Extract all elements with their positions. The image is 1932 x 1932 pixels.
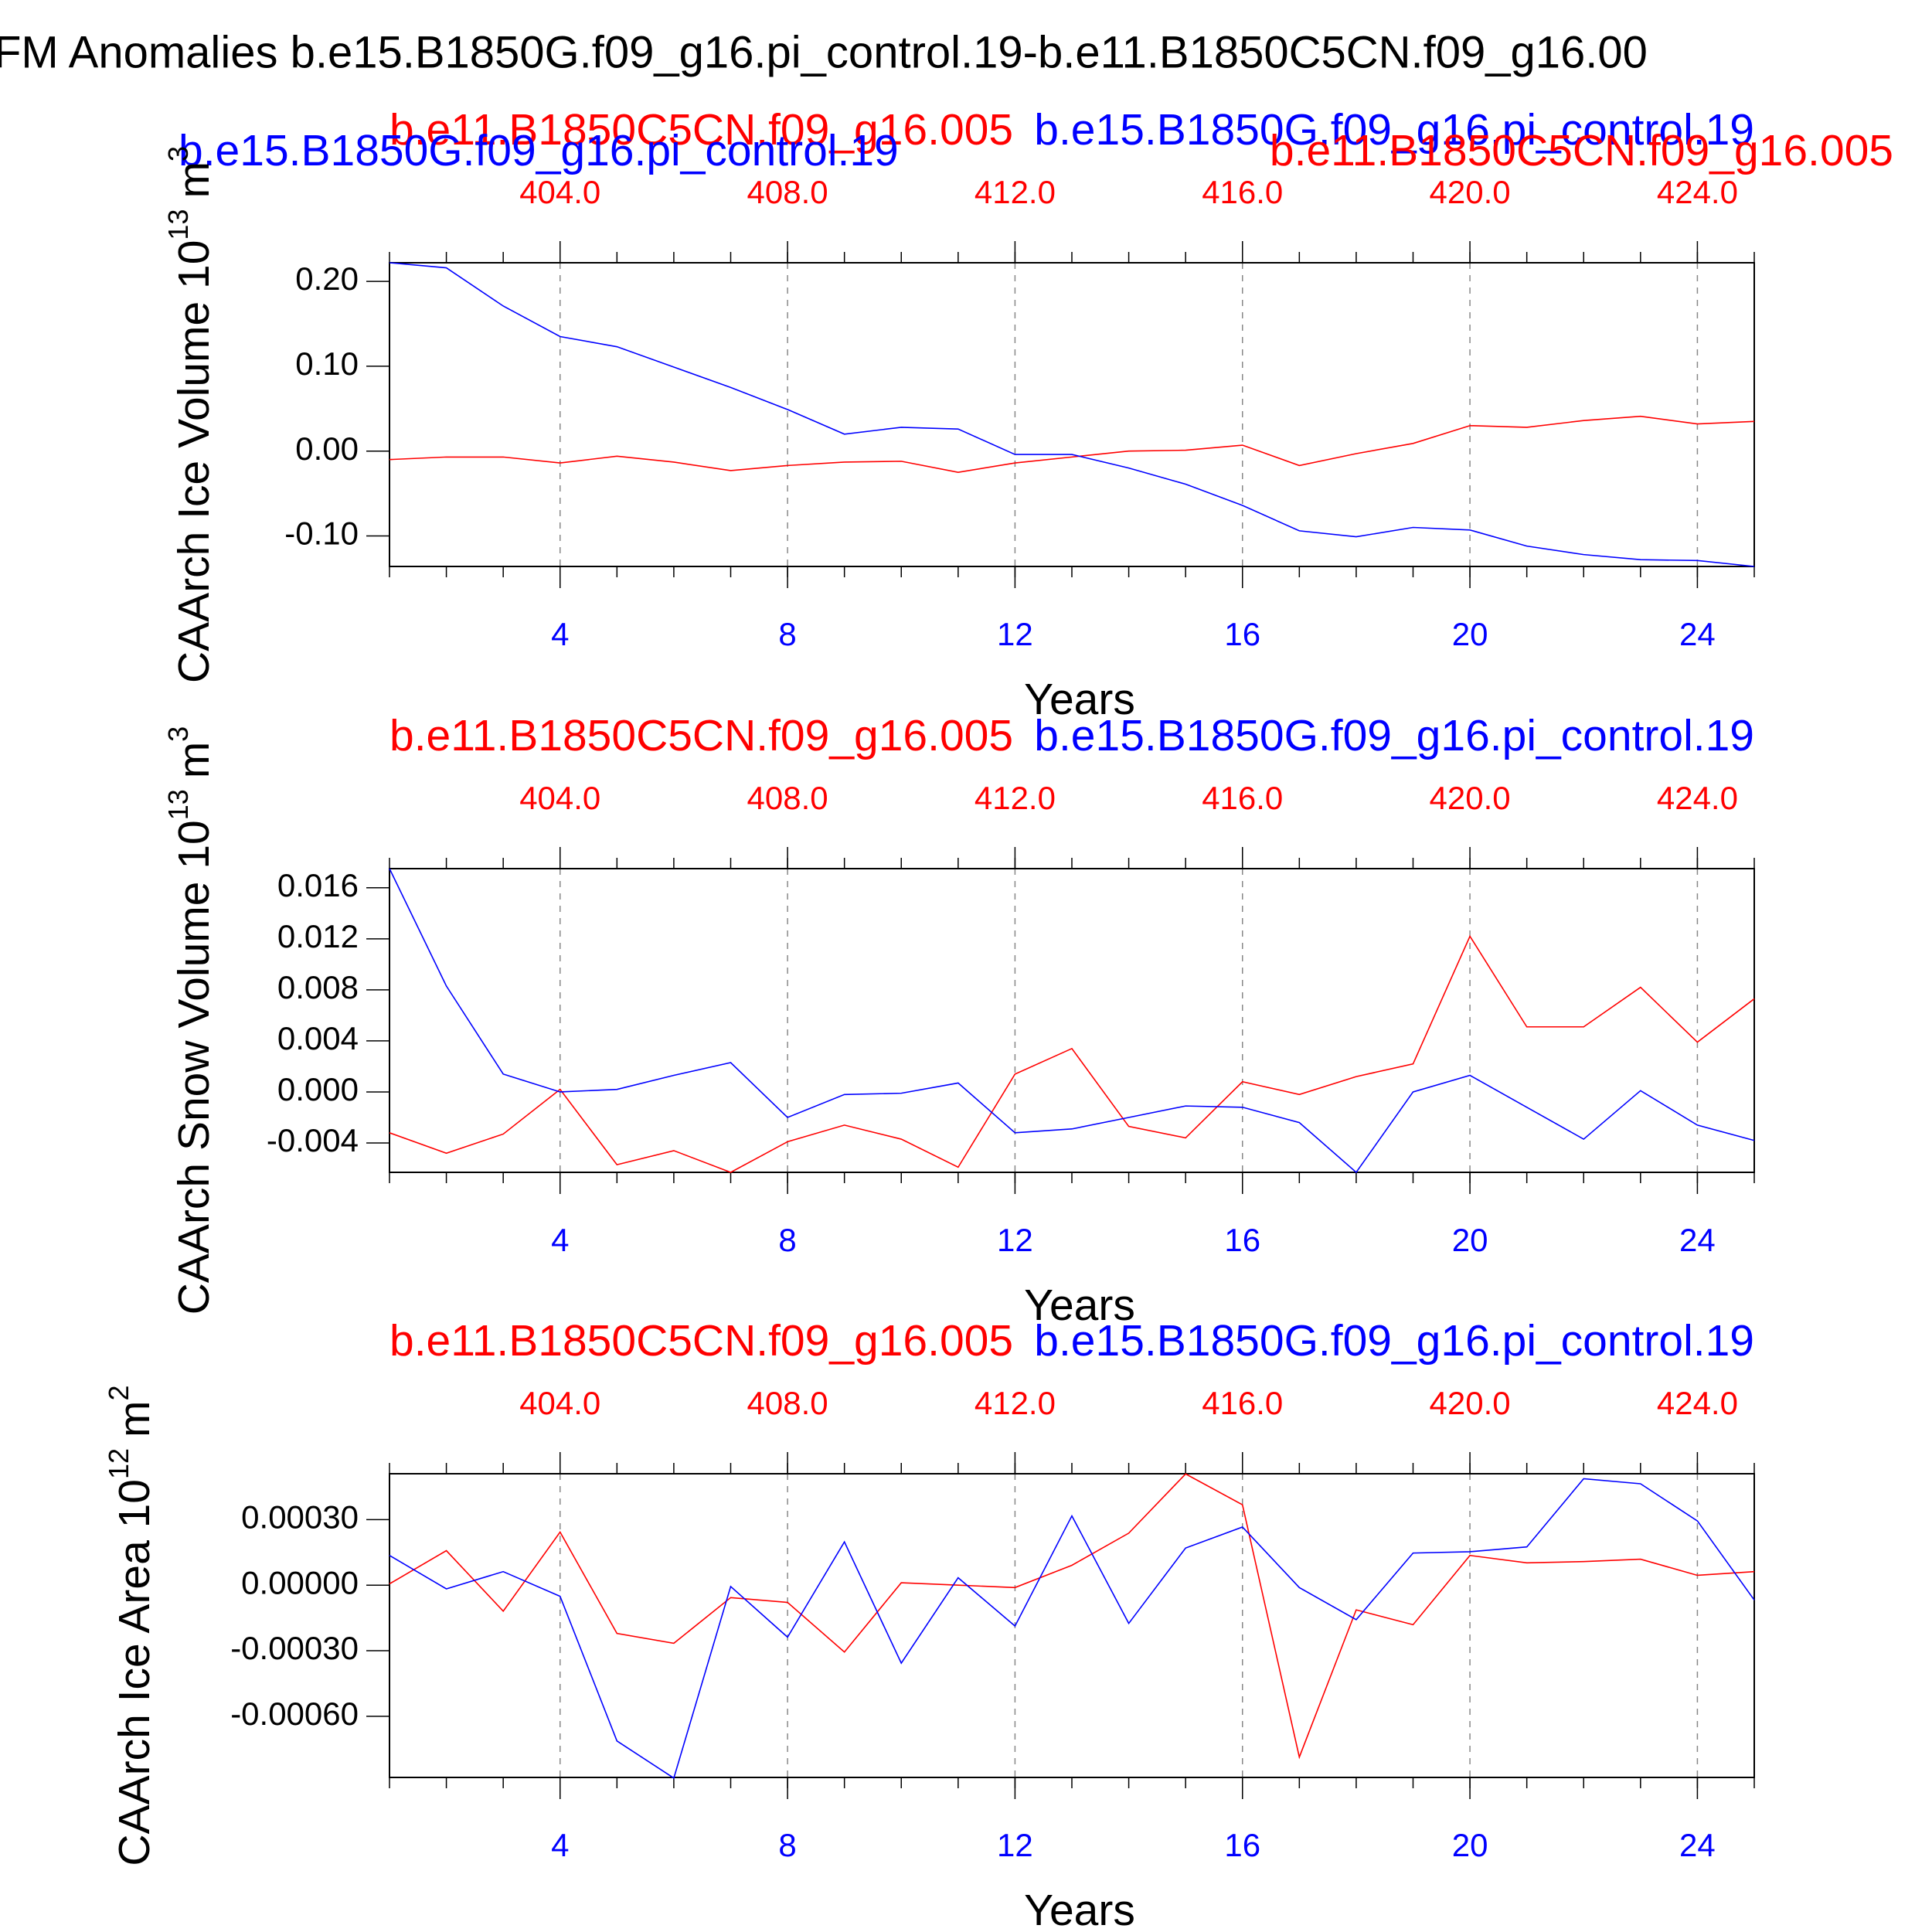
x2-tick-label: 424.0 <box>1657 780 1738 816</box>
y-tick-label: 0.012 <box>277 918 359 954</box>
series-name: b.e11.B1850C5CN.f09_g16.005 <box>389 105 1013 155</box>
y-tick-label: 0.004 <box>277 1020 359 1056</box>
series-line <box>389 1478 1755 1780</box>
x2-tick-label: 408.0 <box>747 1385 828 1421</box>
plot-frame <box>389 868 1755 1173</box>
y-tick-label: -0.004 <box>267 1122 359 1158</box>
figure-title: FM Anomalies b.e15.B1850G.f09_g16.pi_con… <box>0 27 1648 77</box>
y-label-exponent: 13 <box>162 209 194 240</box>
series-line <box>389 934 1755 1173</box>
plot-frame <box>389 262 1755 567</box>
x-tick-label: 12 <box>997 1827 1033 1863</box>
x2-tick-label: 424.0 <box>1657 1385 1738 1421</box>
x2-tick-label: 408.0 <box>747 780 828 816</box>
x-tick-label: 12 <box>997 616 1033 652</box>
series-name: b.e15.B1850G.f09_g16.pi_control.19 <box>1034 1316 1754 1366</box>
series-line <box>389 1473 1755 1760</box>
x-tick-label: 12 <box>997 1222 1033 1258</box>
x2-tick-label: 420.0 <box>1430 1385 1511 1421</box>
x2-tick-label: 424.0 <box>1657 174 1738 210</box>
x2-tick-label: 412.0 <box>975 1385 1056 1421</box>
x-tick-label: 4 <box>551 1222 569 1258</box>
x-tick-label: 16 <box>1224 616 1260 652</box>
y-tick-label: 0.10 <box>295 345 359 382</box>
y-axis-label: CAArch Snow Volume 1013 m3 <box>162 726 219 1315</box>
y-label-text: CAArch Ice Volume 10 <box>169 240 219 683</box>
plot-frame <box>389 1473 1755 1778</box>
y-tick-label: 0.00 <box>295 430 359 467</box>
x-tick-label: 24 <box>1679 1827 1716 1863</box>
x-tick-label: 24 <box>1679 1222 1716 1258</box>
x2-tick-label: 416.0 <box>1202 174 1283 210</box>
y-label-exponent: 13 <box>162 789 194 820</box>
x-tick-label: 16 <box>1224 1222 1260 1258</box>
y-tick-label: 0.016 <box>277 867 359 903</box>
y-tick-label: -0.00060 <box>230 1696 359 1732</box>
x-tick-label: 8 <box>778 1827 796 1863</box>
y-label-unit: m <box>110 1400 159 1437</box>
y-tick-label: 0.20 <box>295 260 359 297</box>
x-tick-label: 20 <box>1452 616 1488 652</box>
y-label-unit: m <box>169 162 219 198</box>
y-tick-label: -0.10 <box>284 515 359 552</box>
y-tick-label: -0.00030 <box>230 1630 359 1666</box>
x-tick-label: 8 <box>778 616 796 652</box>
x2-tick-label: 404.0 <box>519 1385 600 1421</box>
y-tick-label: 0.00030 <box>241 1498 359 1535</box>
y-label-exponent: 12 <box>103 1448 134 1479</box>
x2-tick-label: 408.0 <box>747 174 828 210</box>
x2-tick-label: 404.0 <box>519 780 600 816</box>
y-label-unit: m <box>169 742 219 778</box>
y-axis-label: CAArch Ice Volume 1013 m3 <box>162 146 219 683</box>
x2-tick-label: 420.0 <box>1430 780 1511 816</box>
x-tick-label: 4 <box>551 1827 569 1863</box>
x2-tick-label: 420.0 <box>1430 174 1511 210</box>
x-axis-label: Years <box>1024 675 1135 724</box>
series-name: b.e11.B1850C5CN.f09_g16.005 <box>389 711 1013 760</box>
y-tick-label: 0.008 <box>277 969 359 1005</box>
series-name: b.e15.B1850G.f09_g16.pi_control.19 <box>1034 711 1754 760</box>
x2-tick-label: 412.0 <box>975 780 1056 816</box>
x-tick-label: 4 <box>551 616 569 652</box>
x-axis-label: Years <box>1024 1886 1135 1932</box>
y-tick-label: 0.000 <box>277 1071 359 1107</box>
series-name: b.e15.B1850G.f09_g16.pi_control.19 <box>1034 105 1754 155</box>
series-line <box>389 415 1755 473</box>
y-label-unit-exponent: 3 <box>162 726 194 742</box>
y-axis-label: CAArch Ice Area 1012 m2 <box>103 1385 160 1866</box>
x-tick-label: 24 <box>1679 616 1716 652</box>
y-label-unit-exponent: 2 <box>103 1385 134 1400</box>
x2-tick-label: 404.0 <box>519 174 600 210</box>
x-tick-label: 20 <box>1452 1222 1488 1258</box>
x2-tick-label: 416.0 <box>1202 1385 1283 1421</box>
x-tick-label: 20 <box>1452 1827 1488 1863</box>
x-tick-label: 8 <box>778 1222 796 1258</box>
y-label-text: CAArch Ice Area 10 <box>110 1479 159 1866</box>
y-label-unit-exponent: 3 <box>162 146 194 162</box>
x2-tick-label: 416.0 <box>1202 780 1283 816</box>
series-line <box>389 262 1755 567</box>
series-name: b.e11.B1850C5CN.f09_g16.005 <box>389 1316 1013 1366</box>
series-line <box>389 868 1755 1174</box>
x2-tick-label: 412.0 <box>975 174 1056 210</box>
y-label-text: CAArch Snow Volume 10 <box>169 820 219 1315</box>
overlay-label: b.e15.B1850G.f09_g16.pi_control.19 <box>179 126 899 175</box>
y-tick-label: 0.00000 <box>241 1564 359 1600</box>
x-axis-label: Years <box>1024 1281 1135 1330</box>
x-tick-label: 16 <box>1224 1827 1260 1863</box>
overlay-label: b.e11.B1850C5CN.f09_g16.005 <box>1270 126 1893 175</box>
